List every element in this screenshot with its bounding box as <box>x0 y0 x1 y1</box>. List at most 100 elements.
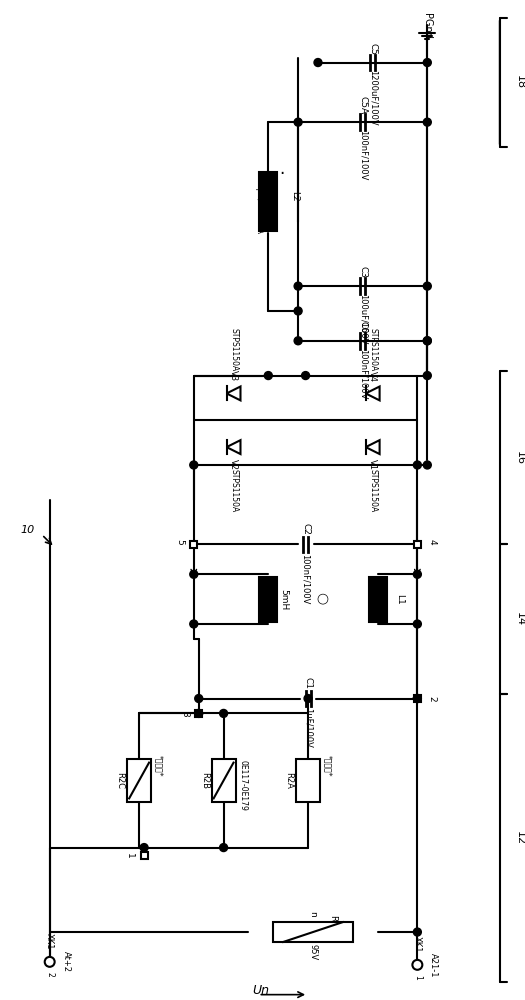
Text: A21-1: A21-1 <box>429 953 438 977</box>
Text: C2: C2 <box>301 523 310 535</box>
Bar <box>190 541 197 548</box>
Text: 5mH: 5mH <box>279 589 288 610</box>
Bar <box>195 710 202 717</box>
Circle shape <box>413 695 422 702</box>
Text: PGnd: PGnd <box>422 13 432 39</box>
Bar <box>127 759 151 802</box>
Circle shape <box>423 59 431 67</box>
Circle shape <box>294 282 302 290</box>
Text: 10: 10 <box>20 525 35 535</box>
Text: V3: V3 <box>229 370 238 382</box>
Bar <box>296 759 320 802</box>
Circle shape <box>413 960 422 970</box>
Text: 1: 1 <box>413 975 422 980</box>
Text: 2: 2 <box>427 696 436 701</box>
Text: C6: C6 <box>358 321 367 333</box>
Bar <box>212 759 236 802</box>
Polygon shape <box>227 386 240 400</box>
Text: 1uF/100V: 1uF/100V <box>303 708 312 748</box>
Bar <box>414 541 421 548</box>
Text: 14: 14 <box>514 612 525 626</box>
Text: ·: · <box>280 165 285 183</box>
Polygon shape <box>366 386 380 400</box>
Text: 18: 18 <box>514 75 525 89</box>
Circle shape <box>301 372 310 380</box>
Text: 16: 16 <box>514 451 525 465</box>
Circle shape <box>190 570 198 578</box>
Text: STPS1150A: STPS1150A <box>229 328 238 372</box>
Text: 12: 12 <box>514 831 525 845</box>
Text: R2C: R2C <box>115 772 124 789</box>
Text: 33μH/1600mA: 33μH/1600mA <box>254 179 264 234</box>
Text: STPS1150A: STPS1150A <box>229 469 238 512</box>
Text: C5A: C5A <box>358 96 367 114</box>
Circle shape <box>45 957 55 967</box>
Circle shape <box>423 118 431 126</box>
Circle shape <box>294 118 302 126</box>
Text: C5: C5 <box>368 43 377 55</box>
Circle shape <box>423 337 431 345</box>
Text: R1: R1 <box>329 915 338 927</box>
Text: 2: 2 <box>45 972 54 977</box>
Circle shape <box>314 59 322 67</box>
Circle shape <box>413 695 422 702</box>
Circle shape <box>423 372 431 380</box>
Bar <box>369 577 386 622</box>
Circle shape <box>190 620 198 628</box>
Text: 1200uF/100V: 1200uF/100V <box>368 70 377 126</box>
Circle shape <box>195 695 203 702</box>
Text: STPS1150A: STPS1150A <box>368 328 377 372</box>
Text: V2: V2 <box>229 459 238 470</box>
Text: *未配备*: *未配备* <box>323 755 332 776</box>
Circle shape <box>423 282 431 290</box>
Text: R2B: R2B <box>200 772 208 789</box>
Circle shape <box>195 709 203 717</box>
Text: *未配备*: *未配备* <box>154 755 163 776</box>
Bar <box>274 922 353 942</box>
Text: C1: C1 <box>303 677 312 689</box>
Circle shape <box>423 337 431 345</box>
Circle shape <box>140 844 148 852</box>
Circle shape <box>413 620 422 628</box>
Text: 100uF/100V: 100uF/100V <box>358 294 367 344</box>
Text: Un: Un <box>252 984 269 997</box>
Text: 4: 4 <box>427 539 436 544</box>
Text: XK1: XK1 <box>413 936 422 953</box>
Circle shape <box>294 337 302 345</box>
Circle shape <box>294 307 302 315</box>
Text: L2: L2 <box>290 191 299 202</box>
Text: C3: C3 <box>358 266 367 278</box>
Circle shape <box>413 461 422 469</box>
Text: XK1: XK1 <box>45 933 54 950</box>
Bar <box>141 852 148 859</box>
Polygon shape <box>227 440 240 454</box>
Text: 5: 5 <box>175 539 184 544</box>
Text: 1: 1 <box>125 853 134 858</box>
Text: L1: L1 <box>395 594 404 605</box>
Text: 100nF/100V: 100nF/100V <box>358 349 367 399</box>
Circle shape <box>264 372 272 380</box>
Text: 95V: 95V <box>309 944 318 960</box>
Circle shape <box>413 570 422 578</box>
Circle shape <box>304 695 312 702</box>
Circle shape <box>318 594 328 604</box>
Circle shape <box>219 844 227 852</box>
Text: 100nF/100V: 100nF/100V <box>301 554 310 605</box>
Text: 100nF/100V: 100nF/100V <box>358 130 367 180</box>
Text: n: n <box>309 911 318 917</box>
Circle shape <box>413 928 422 936</box>
Text: R2A: R2A <box>284 772 293 789</box>
Circle shape <box>423 461 431 469</box>
Bar <box>259 172 277 231</box>
Circle shape <box>219 709 227 717</box>
Text: V1: V1 <box>368 459 377 470</box>
Text: 3: 3 <box>180 711 189 716</box>
Bar <box>259 577 277 622</box>
Text: V4: V4 <box>368 371 377 382</box>
Text: 0E117-0E179: 0E117-0E179 <box>238 760 247 811</box>
Circle shape <box>190 461 198 469</box>
Text: At+2: At+2 <box>61 951 70 972</box>
Bar <box>414 695 421 702</box>
Polygon shape <box>366 440 380 454</box>
Text: STPS1150A: STPS1150A <box>368 469 377 512</box>
